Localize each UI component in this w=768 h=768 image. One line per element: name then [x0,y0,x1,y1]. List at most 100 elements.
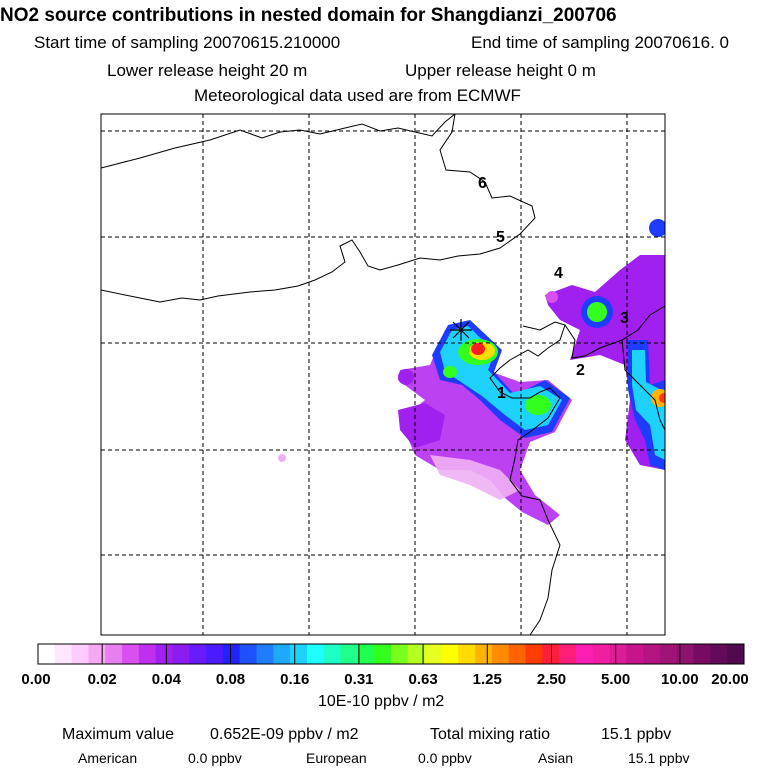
plume-e-yellow [651,389,665,407]
colorbar-tick-label: 0.04 [151,671,181,688]
colorbar-tick-label: 10.00 [661,671,699,688]
total-mixing-label: Total mixing ratio [430,726,551,743]
colorbar-swatch [239,644,258,664]
colorbar-swatch [88,644,106,664]
colorbar-swatch [659,644,678,664]
colorbar-swatch [306,644,325,664]
day-labels: 1 2 3 4 5 6 [478,175,629,402]
colorbar-swatch [38,644,56,664]
colorbar-swatch [676,644,695,664]
colorbar-swatch [693,644,711,664]
day-label: 1 [497,385,506,402]
colorbar-swatch [256,644,274,664]
colorbar-tick-label: 0.02 [87,671,117,688]
day-label: 5 [496,229,505,246]
colorbar-swatch [374,644,392,664]
colorbar-tick-label: 0.31 [344,671,374,688]
day-label: 4 [554,265,563,282]
colorbar-swatch [424,644,442,664]
colorbar-swatch [592,644,611,664]
plot-title: NO2 source contributions in nested domai… [0,5,617,26]
plume-ne-green [587,302,607,322]
asian-label: Asian [538,750,574,766]
colorbar-swatch [54,644,73,664]
colorbar-tick-label: 5.00 [601,671,631,688]
coastlines [101,114,665,635]
day-label: 6 [478,175,487,192]
colorbar-swatch [323,644,342,664]
colorbar-swatch [525,644,543,664]
colorbar-frame [37,643,745,665]
plume-dot-2 [546,291,558,303]
colorbar-tick-label: 0.16 [280,671,310,688]
concentration-field [278,219,665,525]
colorbar-swatch [138,644,157,664]
day-label: 2 [576,362,585,379]
colorbar-swatch [626,644,644,664]
plume-green-2 [525,395,551,415]
colorbar-tick-label: 0.63 [408,671,438,688]
total-mixing-value: 15.1 ppbv [601,726,672,743]
day-label: 3 [620,310,629,327]
colorbar-swatch [155,644,173,664]
asian-value: 15.1 ppbv [628,750,690,766]
colorbar-swatch [206,644,224,664]
colorbar-tick-label: 0.00 [21,671,51,688]
colorbar-swatch [105,644,123,664]
colorbar-swatch [475,644,493,664]
european-label: European [306,750,367,766]
plume-green-3 [443,366,457,378]
colorbar-swatch [441,644,459,664]
colorbar-swatch [290,644,308,664]
plume-ne-top [649,219,665,237]
colorbar-swatch [559,644,577,664]
colorbar-swatch [122,644,140,664]
plume-dot [278,454,286,462]
max-value-label: Maximum value [62,726,175,743]
colorbar-swatch [357,644,375,664]
colorbar-tick-label: 1.25 [472,671,502,688]
map-panel: 1 2 3 4 5 6 [101,114,665,635]
plume-spot [398,369,414,385]
colorbar-swatch [508,644,526,664]
colorbar-tick-label: 2.50 [536,671,567,688]
colorbar-unit: 10E-10 ppbv / m2 [318,693,445,710]
american-value: 0.0 ppbv [188,750,242,766]
met-data-label: Meteorological data used are from ECMWF [194,86,521,105]
receptor-star-icon [450,319,472,341]
colorbar-swatch [222,644,241,664]
plume-light [430,455,520,500]
colorbar-tick-label: 20.00 [711,671,749,688]
colorbar-swatch [391,644,409,664]
colorbar-swatch [710,644,728,664]
graticule [101,114,665,635]
colorbar-swatch [189,644,207,664]
colorbar-swatch [643,644,661,664]
colorbar-swatch [491,644,510,664]
colorbar-swatch [727,644,745,664]
american-label: American [78,750,138,766]
end-time-label: End time of sampling 20070616. 0 [471,33,730,52]
colorbar-swatch [273,644,291,664]
colorbar-swatch [340,644,358,664]
colorbar-swatch [575,644,594,664]
colorbar-swatch [407,644,426,664]
colorbar-swatch [172,644,190,664]
colorbar [37,644,745,664]
plume-west [398,403,445,448]
upper-release-label: Upper release height 0 m [405,61,596,80]
lower-release-label: Lower release height 20 m [107,61,308,80]
max-value: 0.652E-09 ppbv / m2 [210,726,359,743]
plume-e-cyan [632,350,665,460]
plume-red [471,343,485,355]
colorbar-tick-label: 0.08 [215,671,246,688]
colorbar-swatch [458,644,476,664]
plume-e-red [659,393,665,403]
colorbar-swatch [542,644,560,664]
start-time-label: Start time of sampling 20070615.210000 [34,33,341,52]
map-frame [100,113,666,636]
european-value: 0.0 ppbv [418,750,472,766]
colorbar-swatch [609,644,627,664]
colorbar-swatch [71,644,89,664]
